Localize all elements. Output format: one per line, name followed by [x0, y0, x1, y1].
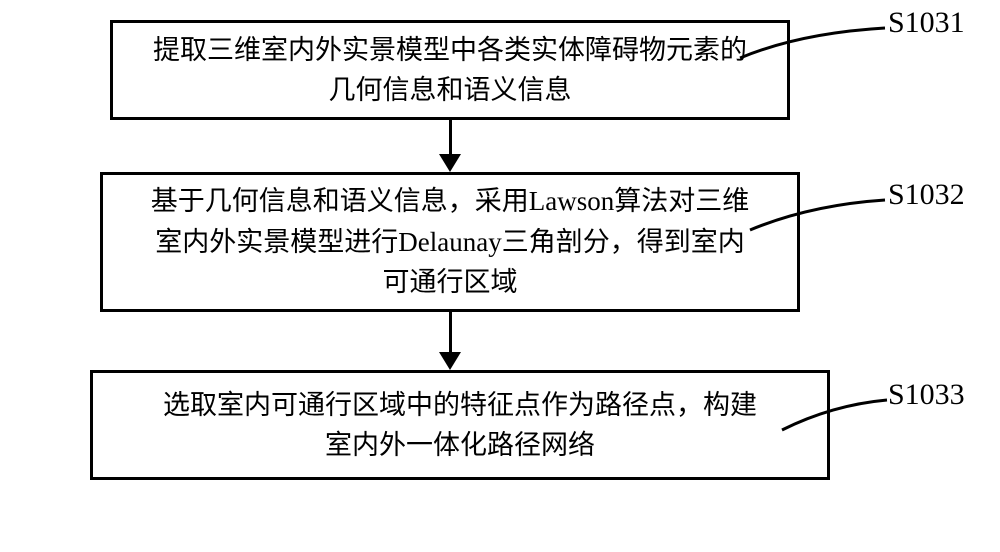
arrow-line-2 — [449, 312, 452, 352]
step-text-2: 基于几何信息和语义信息，采用Lawson算法对三维室内外实景模型进行Delaun… — [151, 181, 749, 303]
arrow-head-2 — [439, 352, 461, 370]
step-text-1: 提取三维室内外实景模型中各类实体障碍物元素的几何信息和语义信息 — [153, 30, 747, 111]
step-box-2: 基于几何信息和语义信息，采用Lawson算法对三维室内外实景模型进行Delaun… — [100, 172, 800, 312]
arrow-2 — [439, 312, 461, 370]
label-s1032: S1032 — [888, 178, 965, 212]
label-s1033: S1033 — [888, 378, 965, 412]
arrow-line-1 — [449, 120, 452, 154]
arrow-1 — [439, 120, 461, 172]
step-box-1: 提取三维室内外实景模型中各类实体障碍物元素的几何信息和语义信息 — [110, 20, 790, 120]
label-s1031: S1031 — [888, 6, 965, 40]
arrow-head-1 — [439, 154, 461, 172]
step-text-3: 选取室内可通行区域中的特征点作为路径点，构建室内外一体化路径网络 — [163, 385, 757, 466]
flowchart-container: 提取三维室内外实景模型中各类实体障碍物元素的几何信息和语义信息 S1031 基于… — [0, 0, 1000, 552]
step-box-3: 选取室内可通行区域中的特征点作为路径点，构建室内外一体化路径网络 — [90, 370, 830, 480]
